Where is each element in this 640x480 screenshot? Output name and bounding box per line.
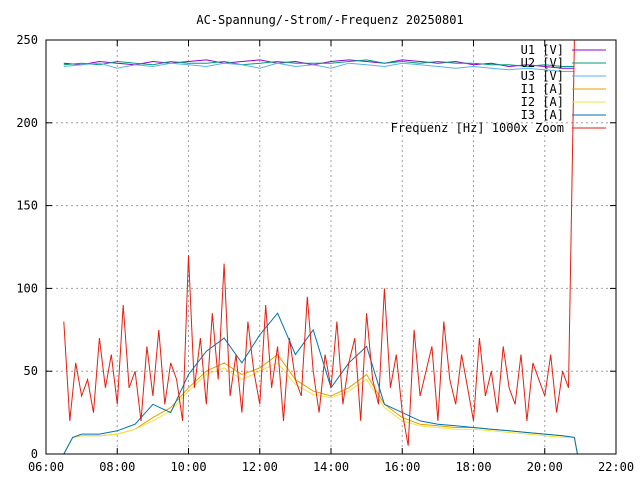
series-line-6 xyxy=(63,39,575,446)
legend-label: I2 [A] xyxy=(521,95,564,109)
x-tick-label: 22:00 xyxy=(598,460,634,474)
y-tick-label: 250 xyxy=(16,33,38,47)
legend: U1 [V]U2 [V]U3 [V]I1 [A]I2 [A]I3 [A]Freq… xyxy=(391,43,606,135)
x-tick-label: 12:00 xyxy=(242,460,278,474)
legend-label: U2 [V] xyxy=(521,56,564,70)
legend-label: U1 [V] xyxy=(521,43,564,57)
plot-frame xyxy=(45,39,617,455)
x-tick-label: 08:00 xyxy=(99,460,135,474)
series-line-4 xyxy=(63,362,578,455)
legend-label: U3 [V] xyxy=(521,69,564,83)
legend-label: Frequenz [Hz] 1000x Zoom xyxy=(391,121,564,135)
x-tick-label: 06:00 xyxy=(28,460,64,474)
legend-label: I3 [A] xyxy=(521,108,564,122)
y-tick-label: 200 xyxy=(16,116,38,130)
chart-title: AC-Spannung/-Strom/-Frequenz 20250801 xyxy=(196,13,463,27)
series-group xyxy=(63,39,578,455)
y-tick-label: 150 xyxy=(16,199,38,213)
y-tick-labels: 0 50 100 150 200 250 xyxy=(16,33,38,461)
series-line-5 xyxy=(63,312,578,455)
series-line-1 xyxy=(63,59,575,68)
x-tick-label: 18:00 xyxy=(455,460,491,474)
x-tick-label: 16:00 xyxy=(384,460,420,474)
x-tick-label: 20:00 xyxy=(527,460,563,474)
y-tick-label: 0 xyxy=(31,447,38,461)
legend-label: I1 [A] xyxy=(521,82,564,96)
y-tick-label: 100 xyxy=(16,281,38,295)
x-tick-label: 10:00 xyxy=(170,460,206,474)
x-tick-label: 14:00 xyxy=(313,460,349,474)
series-line-2 xyxy=(63,62,575,72)
y-tick-label: 50 xyxy=(24,364,38,378)
x-tick-labels: 06:00 08:00 10:00 12:00 14:00 16:00 18:00 20:00… xyxy=(28,460,634,474)
